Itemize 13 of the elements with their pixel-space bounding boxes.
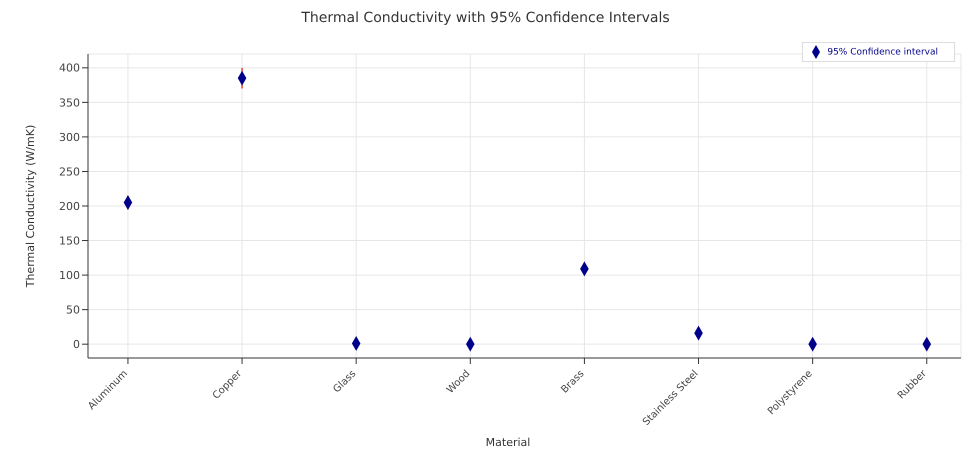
y-tick-label: 150 [59,234,80,248]
y-tick-label: 200 [59,200,80,213]
y-tick-label: 250 [59,165,80,178]
y-tick-label: 300 [59,130,80,144]
chart-title: Thermal Conductivity with 95% Confidence Intervals [300,10,671,26]
x-axis-title: Material [484,436,532,449]
y-tick-label: 400 [59,62,80,75]
y-tick-label: 0 [73,338,80,352]
y-axis-title: Thermal Conductivity (W/mK) [24,124,37,288]
y-tick-label: 50 [66,304,80,317]
y-tick-label: 100 [59,268,80,282]
y-tick-label: 350 [59,96,80,110]
legend-label: 95% Confidence interval [827,47,938,58]
